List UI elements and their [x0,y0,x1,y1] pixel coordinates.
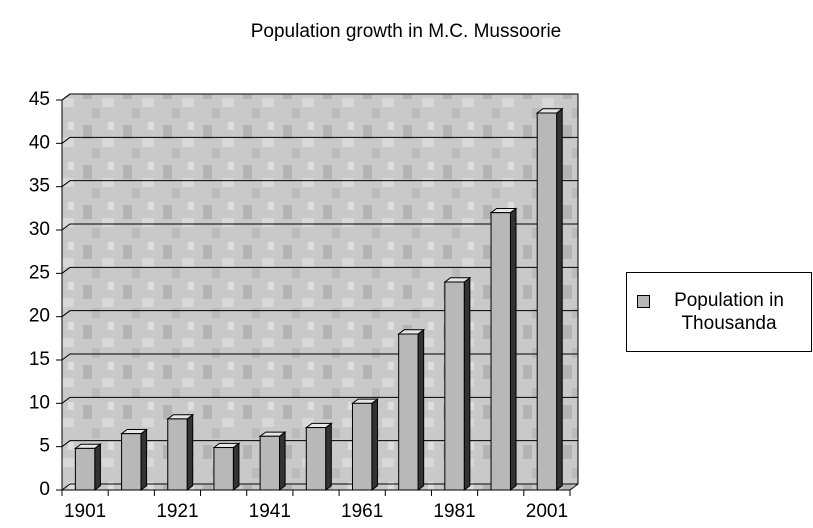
y-tick-label: 10 [29,392,50,413]
x-tick-label: 1921 [156,501,198,522]
legend: Population in Thousanda [626,272,812,352]
bar [351,402,373,491]
bar [398,333,419,491]
y-tick-label: 20 [29,306,50,327]
bar [444,281,465,491]
x-tick-label: 2001 [526,501,568,522]
legend-swatch [637,294,650,308]
bar-side [325,422,332,492]
bar [536,112,558,491]
y-tick-label: 0 [39,479,50,500]
y-tick-label: 30 [29,219,50,240]
bar-side [509,207,517,492]
bar [305,427,327,491]
y-tick-label: 45 [29,89,50,110]
grid-line [61,180,578,188]
grid-line [61,310,578,318]
y-tick-label: 25 [29,262,50,283]
legend-label: Population in Thousanda [674,290,784,334]
bar [490,212,511,491]
bar-side [556,107,563,492]
bar-side [94,443,101,492]
y-tick-label: 15 [29,349,50,370]
y-tick-label: 5 [39,436,50,457]
bar-side [417,328,425,492]
x-tick-label: 1961 [341,501,383,522]
y-tick-label: 40 [29,132,50,153]
bar [121,433,142,491]
x-tick-label: 1981 [433,501,475,522]
bar [213,447,234,491]
y-tick-label: 35 [29,176,50,197]
bar-side [279,431,286,492]
bar-side [140,428,148,492]
x-tick-label: 1941 [249,501,291,522]
grid-line [61,223,578,231]
bar-side [186,413,194,492]
grid-line [61,93,578,101]
x-tick-label: 1901 [64,501,106,522]
bar-side [371,398,378,492]
grid-line [61,266,578,274]
grid-line [61,136,578,144]
bar [167,418,188,491]
bar-side [463,276,471,492]
bar-side [232,442,240,492]
bar [74,447,96,491]
bar [259,435,281,491]
chart-title: Population growth in M.C. Mussoorie [251,21,561,42]
